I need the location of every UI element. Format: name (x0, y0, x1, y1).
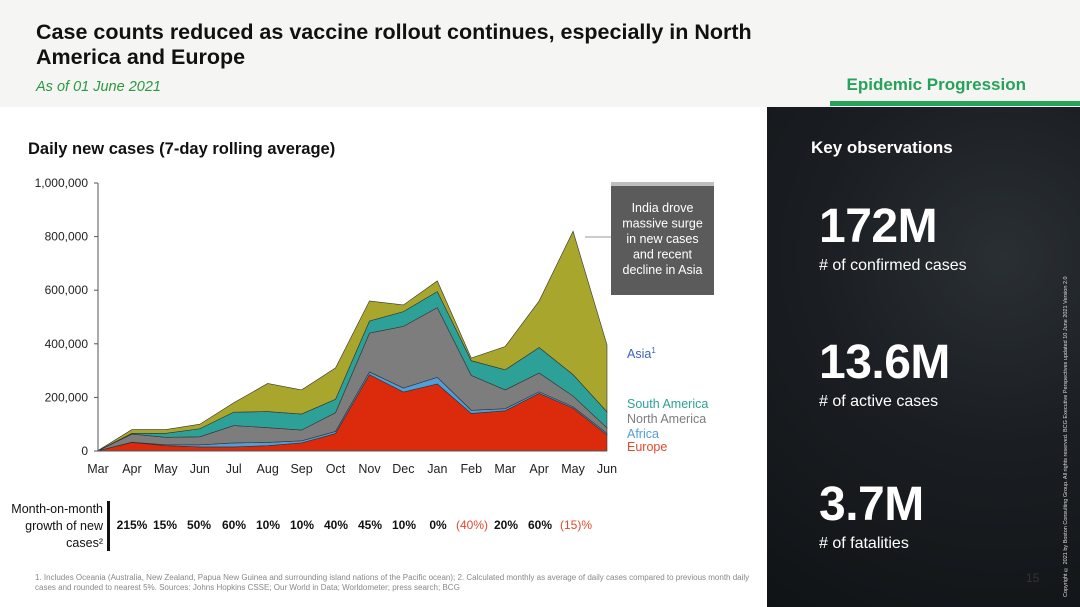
key-observations-panel: Key observations 172M # of confirmed cas… (767, 107, 1080, 607)
y-tick-label: 1,000,000 (35, 176, 89, 190)
growth-value: 0% (429, 518, 447, 532)
annotation-text: India drove massive surge in new cases and … (622, 201, 703, 277)
y-tick-label: 200,000 (45, 390, 89, 404)
x-tick-label: Mar (494, 462, 516, 476)
y-tick-label: 800,000 (45, 230, 89, 244)
x-tick-label: Aug (257, 462, 279, 476)
chart-title: Daily new cases (7-day rolling average) (28, 140, 336, 158)
growth-value: 50% (186, 518, 212, 532)
stat-fatalities: 3.7M # of fatalities (819, 480, 924, 553)
y-tick-labels: 0 200,000 400,000 600,000 800,000 1,000,000 (35, 176, 98, 458)
stat-confirmed-label: # of confirmed cases (819, 257, 967, 274)
x-tick-label: Nov (358, 462, 381, 476)
growth-divider (107, 501, 110, 551)
x-tick-label: Feb (460, 462, 482, 476)
x-tick-label: May (561, 462, 585, 476)
stat-confirmed-value: 172M (819, 200, 938, 253)
page-number: 15 (1026, 571, 1040, 585)
chart-annotation: India drove massive surge in new cases and … (585, 182, 714, 295)
header-band: Case counts reduced as vaccine rollout c… (0, 0, 1080, 107)
stat-fatalities-label: # of fatalities (819, 535, 909, 552)
legend-africa: Africa (627, 427, 659, 441)
x-tick-label: Dec (392, 462, 414, 476)
growth-row-label: Month-on-month growth of new cases² (11, 502, 103, 550)
x-tick-label: Jul (226, 462, 242, 476)
growth-value: 10% (289, 518, 315, 532)
y-tick-label: 600,000 (45, 283, 89, 297)
growth-value: 10% (391, 518, 417, 532)
x-tick-label: Jun (597, 462, 617, 476)
x-tick-label: Jun (190, 462, 210, 476)
legend-europe: Europe (627, 440, 667, 454)
y-tick-label: 0 (81, 444, 88, 458)
growth-value: 215% (116, 518, 148, 532)
y-tick-label: 400,000 (45, 337, 89, 351)
key-observations-title: Key observations (811, 138, 953, 157)
growth-value: 10% (255, 518, 281, 532)
annotation-cap (611, 182, 714, 186)
growth-value: 20% (493, 518, 519, 532)
page-title: Case counts reduced as vaccine rollout c… (36, 20, 752, 69)
growth-value: 45% (357, 518, 383, 532)
x-tick-label: Sep (290, 462, 312, 476)
date-subtitle: As of 01 June 2021 (36, 79, 161, 95)
chart-axes (97, 183, 607, 452)
footnote: 1. Includes Oceania (Australia, New Zeal… (35, 573, 750, 592)
x-tick-label: Apr (122, 462, 141, 476)
growth-value: 40% (323, 518, 349, 532)
growth-value: (15)% (559, 518, 593, 532)
growth-value: (40%) (455, 518, 489, 532)
annotation-box (611, 186, 714, 295)
x-tick-label: May (154, 462, 178, 476)
growth-value: 15% (152, 518, 178, 532)
growth-value: 60% (527, 518, 553, 532)
growth-value: 60% (221, 518, 247, 532)
section-label: Epidemic Progression (846, 75, 1027, 94)
area-layers (97, 230, 608, 452)
stat-confirmed: 172M # of confirmed cases (819, 202, 967, 275)
x-tick-label: Apr (529, 462, 548, 476)
area-asia (97, 230, 608, 452)
copyright-text: Copyright © 2021 by Boston Consulting Gr… (1063, 276, 1069, 597)
stat-active-value: 13.6M (819, 336, 950, 389)
x-tick-label: Jan (427, 462, 447, 476)
legend-asia: Asia1 (627, 346, 656, 361)
stat-fatalities-value: 3.7M (819, 478, 924, 531)
x-tick-label: Oct (326, 462, 346, 476)
x-tick-labels: Mar Apr May Jun Jul Aug Sep Oct Nov Dec Jan Feb Mar A… (87, 462, 617, 476)
legend-south-america: South America (627, 397, 708, 411)
legend-north-america: North America (627, 412, 706, 426)
section-rule (830, 101, 1080, 106)
x-tick-label: Mar (87, 462, 109, 476)
stacked-area-chart: 0 200,000 400,000 600,000 800,000 1,000,000 M… (35, 176, 714, 476)
stat-active: 13.6M # of active cases (819, 338, 950, 411)
stat-active-label: # of active cases (819, 393, 939, 410)
